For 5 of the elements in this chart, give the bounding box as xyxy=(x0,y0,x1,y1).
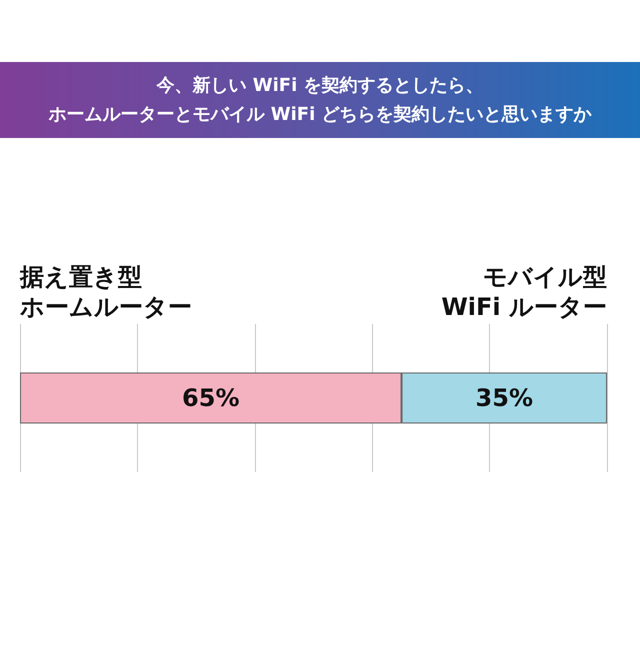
text: モバイル型WiFi ルーター xyxy=(441,263,607,321)
data-label: 35% xyxy=(476,384,533,412)
text: 据え置き型ホームルーター xyxy=(19,263,192,321)
chart-title: 今、新しい WiFi を契約するとしたら、ホームルーターとモバイル WiFi どちらを契約したいと思いますか xyxy=(48,74,592,127)
data-label: 65% xyxy=(182,384,240,412)
